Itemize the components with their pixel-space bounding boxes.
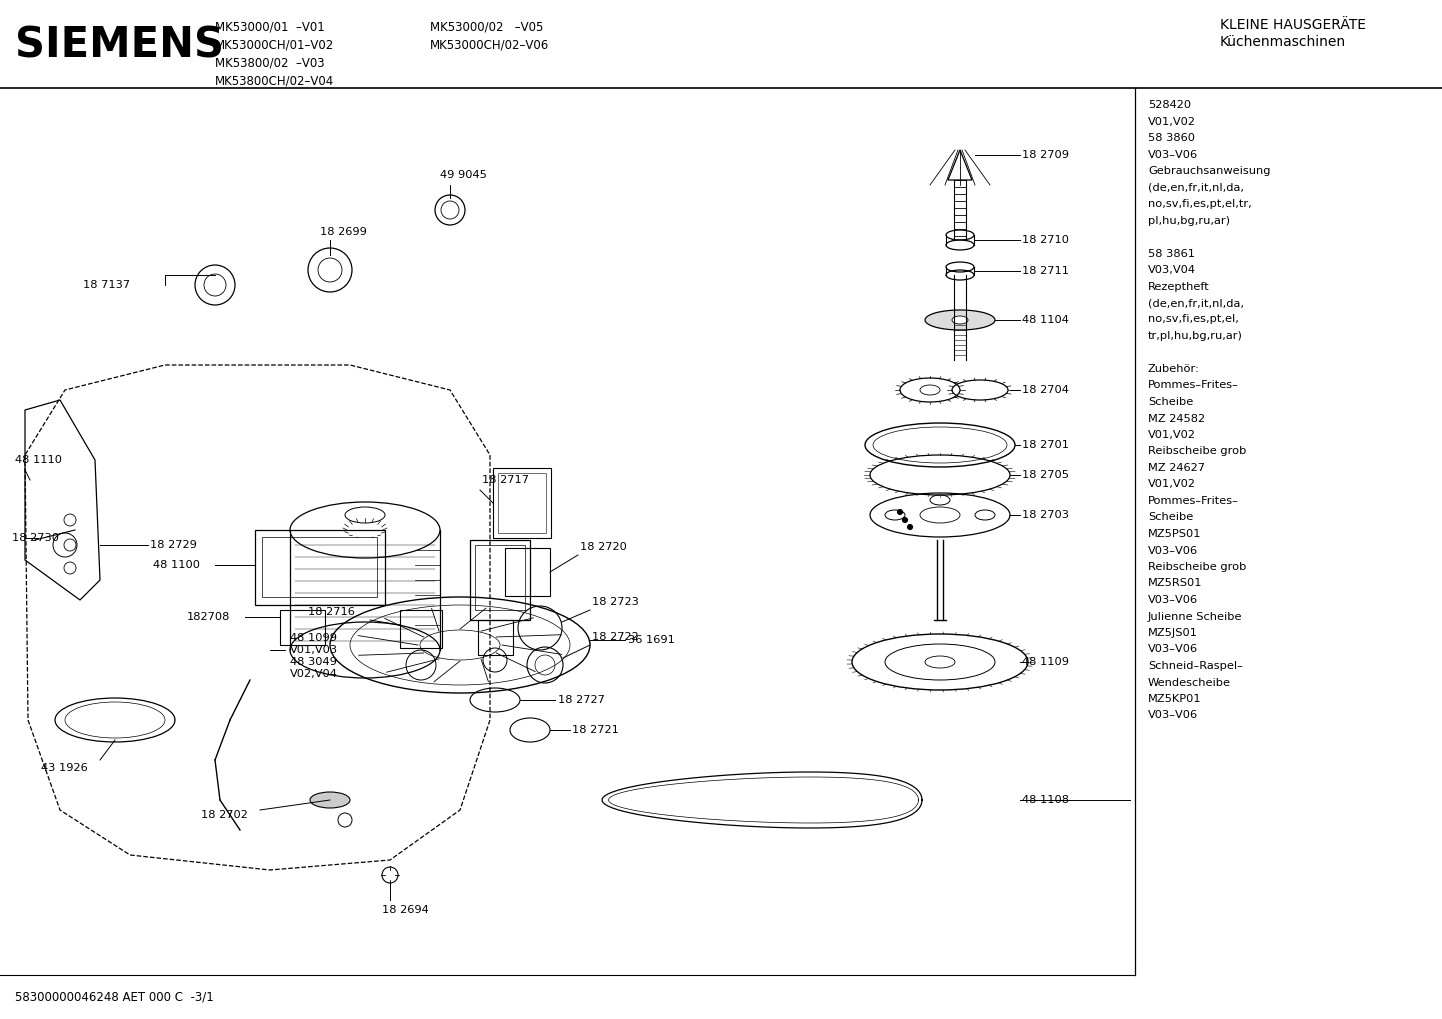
Text: V01,V02: V01,V02 (1148, 480, 1195, 489)
Text: 182708: 182708 (186, 612, 231, 622)
Text: (de,en,fr,it,nl,da,: (de,en,fr,it,nl,da, (1148, 298, 1244, 308)
Bar (477, 620, 513, 655)
Text: 48 1100: 48 1100 (153, 560, 200, 570)
Text: V01,V02: V01,V02 (1148, 116, 1195, 126)
Text: MK53800CH/02–V04: MK53800CH/02–V04 (215, 74, 335, 87)
Text: 18 7137: 18 7137 (82, 280, 130, 290)
Text: Rezeptheft: Rezeptheft (1148, 281, 1210, 291)
Text: V03,V04: V03,V04 (1148, 265, 1195, 275)
Bar (493, 468, 551, 538)
Text: 528420: 528420 (1148, 100, 1191, 110)
Text: 48 1104: 48 1104 (1022, 315, 1069, 325)
Text: Scheibe: Scheibe (1148, 397, 1193, 407)
Text: 18 2717: 18 2717 (482, 475, 529, 485)
Circle shape (907, 525, 913, 530)
Text: MZ 24627: MZ 24627 (1148, 463, 1206, 473)
Bar (280, 610, 324, 645)
Text: 18 2702: 18 2702 (200, 810, 248, 820)
Text: 49 9045: 49 9045 (440, 170, 487, 180)
Text: SIEMENS: SIEMENS (14, 24, 224, 66)
Text: 58 3861: 58 3861 (1148, 249, 1195, 259)
Text: Schneid–Raspel–: Schneid–Raspel– (1148, 661, 1243, 671)
Text: 18 2716: 18 2716 (309, 607, 355, 616)
Bar (255, 530, 385, 605)
Text: 18 2710: 18 2710 (1022, 235, 1069, 245)
Text: 18 2730: 18 2730 (12, 533, 59, 543)
Text: V03–V06: V03–V06 (1148, 710, 1198, 720)
Bar (505, 548, 549, 596)
Text: V01,V03: V01,V03 (290, 645, 337, 655)
Ellipse shape (310, 792, 350, 808)
Text: Reibscheibe grob: Reibscheibe grob (1148, 562, 1246, 572)
Text: V03–V06: V03–V06 (1148, 644, 1198, 654)
Text: (de,en,fr,it,nl,da,: (de,en,fr,it,nl,da, (1148, 182, 1244, 193)
Text: Wendescheibe: Wendescheibe (1148, 678, 1231, 688)
Text: 18 2729: 18 2729 (150, 540, 198, 550)
Text: MZ5KP01: MZ5KP01 (1148, 694, 1201, 704)
Text: V03–V06: V03–V06 (1148, 150, 1198, 160)
Text: Pommes–Frites–: Pommes–Frites– (1148, 380, 1239, 390)
Ellipse shape (952, 316, 968, 324)
Text: 58 3860: 58 3860 (1148, 133, 1195, 143)
Bar (497, 473, 547, 533)
Text: no,sv,fi,es,pt,el,: no,sv,fi,es,pt,el, (1148, 315, 1239, 324)
Text: 48 1110: 48 1110 (14, 455, 62, 465)
Bar (262, 537, 376, 597)
Text: 36 1691: 36 1691 (629, 635, 675, 645)
Text: 18 2703: 18 2703 (1022, 510, 1069, 520)
Text: 18 2705: 18 2705 (1022, 470, 1069, 480)
Text: 18 2709: 18 2709 (1022, 150, 1069, 160)
Text: 48 1099: 48 1099 (290, 633, 337, 643)
Text: 18 2723: 18 2723 (593, 597, 639, 607)
Text: Julienne Scheibe: Julienne Scheibe (1148, 611, 1243, 622)
Text: 48 3049: 48 3049 (290, 657, 337, 667)
Text: 18 2711: 18 2711 (1022, 266, 1069, 276)
Text: Reibscheibe grob: Reibscheibe grob (1148, 446, 1246, 457)
Circle shape (897, 510, 903, 515)
Text: 18 2727: 18 2727 (558, 695, 604, 705)
Text: no,sv,fi,es,pt,el,tr,: no,sv,fi,es,pt,el,tr, (1148, 199, 1252, 209)
Text: 18 2704: 18 2704 (1022, 385, 1069, 395)
Text: V03–V06: V03–V06 (1148, 595, 1198, 605)
Text: 48 1109: 48 1109 (1022, 657, 1069, 667)
Text: Scheibe: Scheibe (1148, 513, 1193, 523)
Text: MK53000CH/01–V02: MK53000CH/01–V02 (215, 38, 335, 51)
Text: tr,pl,hu,bg,ru,ar): tr,pl,hu,bg,ru,ar) (1148, 331, 1243, 341)
Text: 43 1926: 43 1926 (42, 763, 88, 773)
Ellipse shape (920, 385, 940, 395)
Text: V03–V06: V03–V06 (1148, 545, 1198, 555)
Text: Pommes–Frites–: Pommes–Frites– (1148, 496, 1239, 506)
Bar (474, 545, 525, 610)
Text: Gebrauchsanweisung: Gebrauchsanweisung (1148, 166, 1270, 176)
Text: Zubehör:: Zubehör: (1148, 364, 1200, 374)
Text: 18 2701: 18 2701 (1022, 440, 1069, 450)
Text: V01,V02: V01,V02 (1148, 430, 1195, 440)
Text: MK53800/02  –V03: MK53800/02 –V03 (215, 56, 324, 69)
Text: 18 2720: 18 2720 (580, 542, 627, 552)
Text: 18 2722: 18 2722 (593, 632, 639, 642)
Text: MZ 24582: MZ 24582 (1148, 414, 1206, 424)
Text: Küchenmaschinen: Küchenmaschinen (1220, 35, 1347, 49)
Bar (470, 540, 531, 620)
Text: 48 1108: 48 1108 (1022, 795, 1069, 805)
Circle shape (903, 518, 907, 523)
Text: 58300000046248 AET 000 C  -3/1: 58300000046248 AET 000 C -3/1 (14, 990, 213, 1003)
Text: MK53000/02   –V05: MK53000/02 –V05 (430, 20, 544, 33)
Text: 18 2699: 18 2699 (320, 227, 366, 237)
Text: MK53000/01  –V01: MK53000/01 –V01 (215, 20, 324, 33)
Text: MK53000CH/02–V06: MK53000CH/02–V06 (430, 38, 549, 51)
Text: MZ5PS01: MZ5PS01 (1148, 529, 1201, 539)
Text: 18 2721: 18 2721 (572, 725, 619, 735)
Text: MZ5RS01: MZ5RS01 (1148, 579, 1203, 589)
Bar (399, 610, 443, 648)
Text: 18 2694: 18 2694 (382, 905, 428, 915)
Ellipse shape (924, 310, 995, 330)
Text: pl,hu,bg,ru,ar): pl,hu,bg,ru,ar) (1148, 215, 1230, 225)
Text: KLEINE HAUSGERÄTE: KLEINE HAUSGERÄTE (1220, 18, 1366, 32)
Text: MZ5JS01: MZ5JS01 (1148, 628, 1198, 638)
Text: V02,V04: V02,V04 (290, 669, 337, 679)
